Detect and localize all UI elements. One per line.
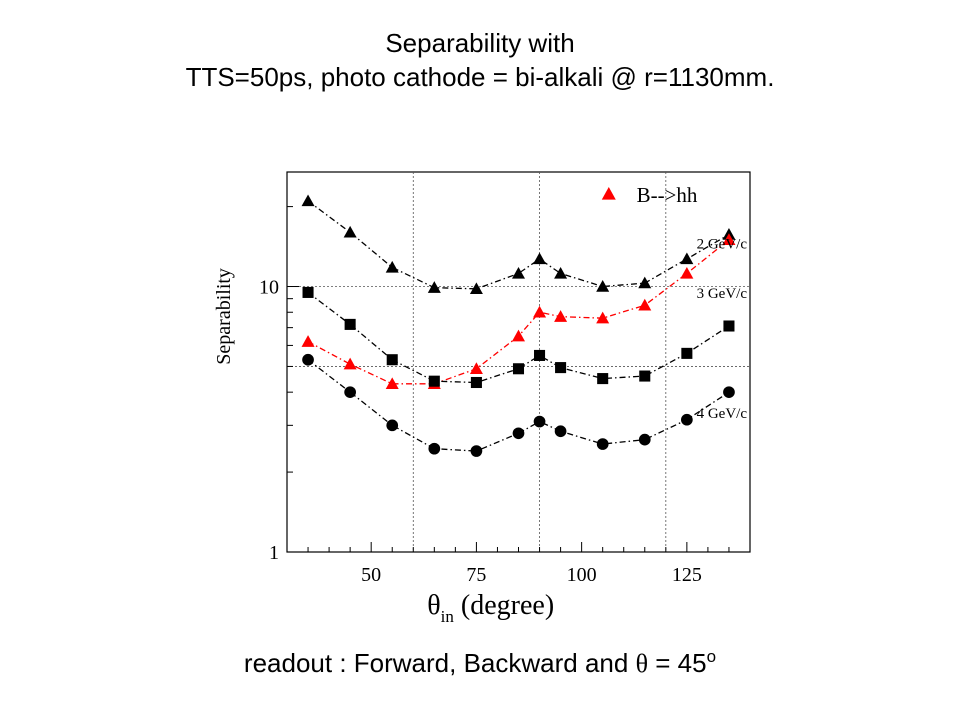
data-point (469, 282, 483, 295)
caption-equals: = 45 (648, 648, 707, 678)
data-point (469, 362, 483, 374)
data-point (533, 305, 547, 318)
y-axis-label: Separability (213, 268, 235, 365)
data-point (722, 233, 736, 245)
data-point (301, 335, 315, 347)
data-point (343, 225, 357, 238)
data-point (638, 276, 652, 289)
data-point (470, 445, 483, 457)
data-point (554, 425, 567, 438)
data-point (302, 286, 314, 298)
series-label: 2 GeV/c (697, 237, 748, 253)
series-label: 3 GeV/c (697, 286, 748, 302)
legend-marker (601, 187, 616, 200)
slide-title: Separability with TTS=50ps, photo cathod… (0, 26, 960, 94)
data-point (301, 194, 315, 207)
data-point (681, 347, 693, 359)
series-label: 4 GeV/c (697, 406, 748, 422)
data-point (596, 438, 609, 450)
data-point (555, 362, 567, 374)
series-line (307, 291, 730, 384)
data-point (344, 386, 356, 399)
y-tick-label: 10 (259, 277, 279, 299)
x-tick-label: 100 (567, 564, 597, 586)
legend-label: B-->hh (637, 183, 698, 207)
data-point (386, 354, 398, 366)
data-point (512, 329, 525, 342)
data-point (386, 419, 399, 432)
data-point (638, 298, 652, 311)
data-point (638, 433, 651, 446)
y-tick-label: 1 (269, 542, 279, 564)
data-point (385, 260, 399, 273)
data-point (554, 266, 568, 279)
caption-text: readout : Forward, Backward and (243, 648, 636, 678)
data-point (596, 311, 610, 324)
data-point (343, 357, 357, 370)
data-point (681, 413, 693, 426)
x-tick-label: 125 (672, 564, 702, 586)
caption-superscript: o (706, 647, 717, 666)
series-line (307, 239, 730, 385)
data-point (512, 363, 525, 375)
data-point (723, 320, 735, 332)
series-line (307, 359, 730, 452)
plot-frame (286, 171, 751, 553)
x-tick-label: 50 (361, 564, 381, 586)
data-point (512, 266, 525, 279)
series-line (307, 200, 730, 290)
data-point (470, 376, 482, 389)
data-point (428, 442, 441, 455)
data-point (533, 415, 546, 428)
data-point (344, 318, 356, 330)
data-point (639, 370, 651, 382)
data-point (597, 373, 609, 385)
data-point (723, 386, 735, 399)
data-point (533, 252, 547, 265)
title-line-1: Separability with (385, 28, 575, 58)
data-point (385, 377, 399, 390)
data-point (534, 349, 546, 361)
x-tick-label: 75 (466, 564, 486, 586)
caption-theta: θ (635, 649, 649, 678)
data-point (680, 266, 694, 279)
data-point (680, 252, 694, 265)
data-point (554, 310, 568, 322)
title-line-2: TTS=50ps, photo cathode = bi-alkali @ r=… (185, 62, 775, 92)
data-point (512, 427, 525, 440)
data-point (427, 281, 441, 293)
data-point (302, 353, 314, 366)
slide-caption: readout : Forward, Backward and θ = 45o (0, 646, 960, 684)
separability-chart: 50 75 100 125 1 10 Separability θin (degree) 2 G… (213, 171, 751, 626)
data-point (428, 375, 440, 387)
data-point (596, 280, 610, 292)
x-axis-label: θin (degree) (427, 590, 554, 626)
